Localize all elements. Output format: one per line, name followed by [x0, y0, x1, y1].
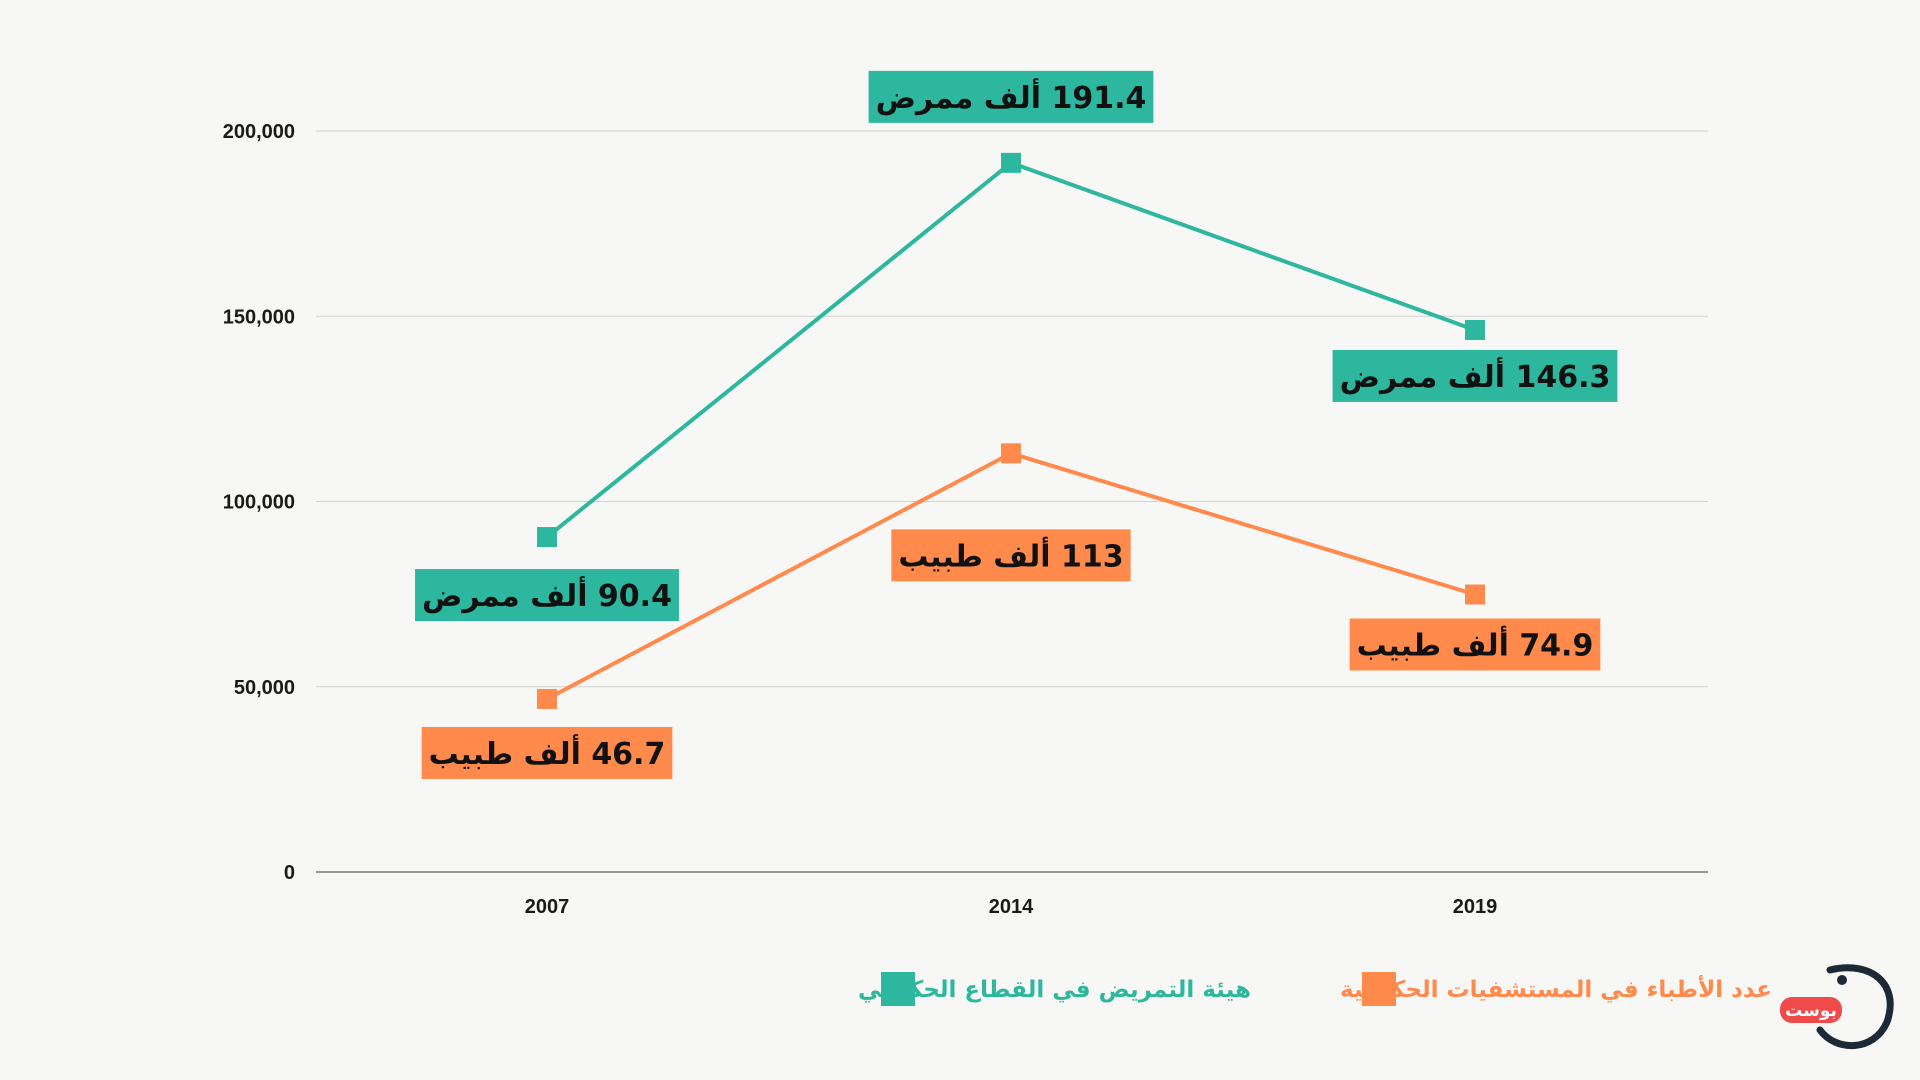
data-label: 90.4 ألف ممرض: [415, 569, 679, 622]
data-label-box: [868, 70, 1154, 123]
data-label: 74.9 ألف طبيب: [1349, 618, 1601, 671]
data-point-marker: [1465, 319, 1485, 340]
x-tick-label: 2014: [989, 896, 1034, 918]
x-axis-ticks: 2007 2014 2019: [525, 896, 1498, 918]
data-labels: 90.4 ألف ممرض 191.4 ألف ممرض 146.3 ألف ممر…: [415, 70, 1618, 779]
x-tick-label: 2019: [1453, 896, 1498, 918]
data-label: 46.7 ألف طبيب: [421, 726, 673, 779]
data-point-marker: [1465, 584, 1485, 605]
series-layer: [537, 152, 1485, 709]
data-label: 146.3 ألف ممرض: [1332, 349, 1618, 402]
y-axis-ticks: 0 50,000 100,000 150,000 200,000: [223, 121, 295, 884]
logo-badge: [1780, 997, 1842, 1023]
data-label-box: [1332, 349, 1618, 402]
legend-item-2: عدد الأطباء في المستشفيات الحكومية: [1340, 972, 1772, 1006]
legend-swatch: [1362, 972, 1396, 1006]
y-tick-label: 200,000: [223, 121, 295, 143]
data-label-box: [415, 569, 679, 622]
data-label-text: 146.3 ألف ممرض: [1340, 357, 1611, 395]
data-label-text: 74.9 ألف طبيب: [1357, 625, 1594, 663]
data-label-text: 90.4 ألف ممرض: [422, 576, 672, 614]
y-tick-label: 150,000: [223, 306, 295, 328]
y-tick-label: 0: [284, 862, 295, 884]
y-tick-label: 100,000: [223, 492, 295, 514]
data-label-text: 113 ألف طبيب: [898, 536, 1123, 574]
data-label-text: 191.4 ألف ممرض: [876, 78, 1147, 116]
data-label: 113 ألف طبيب: [891, 529, 1131, 582]
data-label: 191.4 ألف ممرض: [868, 70, 1154, 123]
data-label-box: [891, 529, 1131, 582]
data-point-marker: [1001, 152, 1021, 173]
legend-swatch: [881, 972, 915, 1006]
data-label-text: 46.7 ألف طبيب: [429, 734, 666, 772]
brand-logo: بوست: [1780, 964, 1894, 1049]
legend-label: عدد الأطباء في المستشفيات الحكومية: [1340, 974, 1772, 1003]
data-point-marker: [1001, 443, 1021, 464]
logo-dot-icon: [1837, 975, 1847, 985]
legend-label: هيئة التمريض في القطاع الحكومي: [858, 977, 1251, 1003]
legend: عدد الأطباء في المستشفيات الحكومية هيئة ا…: [858, 972, 1772, 1006]
x-tick-label: 2007: [525, 896, 570, 918]
data-label-box: [1349, 618, 1601, 671]
data-label-box: [421, 726, 673, 779]
legend-item-1: هيئة التمريض في القطاع الحكومي: [858, 972, 1251, 1006]
logo-text: بوست: [1785, 1001, 1837, 1021]
gridlines: [316, 130, 1708, 873]
data-point-marker: [537, 688, 557, 709]
logo-mark-icon: [1816, 964, 1894, 1049]
y-tick-label: 50,000: [234, 677, 295, 699]
data-point-marker: [537, 527, 557, 548]
